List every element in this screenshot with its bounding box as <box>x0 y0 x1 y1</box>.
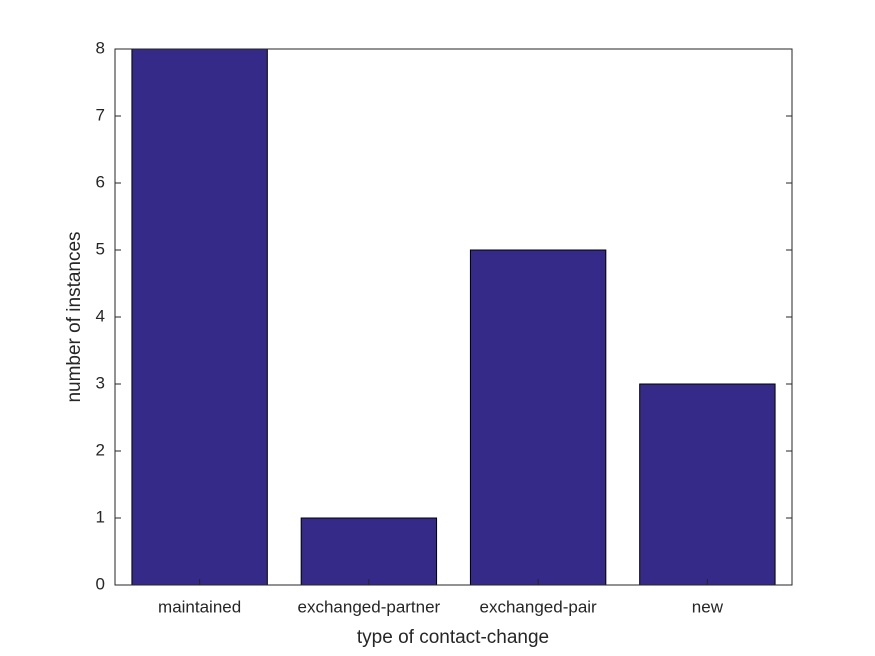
y-tick-label: 2 <box>96 440 105 459</box>
y-tick-label: 8 <box>96 38 105 57</box>
bar <box>469 249 607 586</box>
bar <box>300 517 438 586</box>
x-tick-label: exchanged-partner <box>298 597 441 616</box>
bar <box>131 48 268 586</box>
y-axis-label: number of instances <box>64 231 85 402</box>
y-tick-label: 1 <box>96 507 105 526</box>
x-tick-label: maintained <box>158 597 241 616</box>
x-tick-label: new <box>692 597 724 616</box>
y-tick-label: 4 <box>96 306 105 325</box>
x-tick-label: exchanged-pair <box>480 597 598 616</box>
y-tick-label: 6 <box>96 172 105 191</box>
x-axis-label: type of contact-change <box>357 627 549 648</box>
bar <box>639 383 776 586</box>
y-tick-label: 0 <box>96 574 105 593</box>
y-tick-label: 5 <box>96 239 105 258</box>
y-tick-label: 3 <box>96 373 105 392</box>
y-tick-label: 7 <box>96 105 105 124</box>
